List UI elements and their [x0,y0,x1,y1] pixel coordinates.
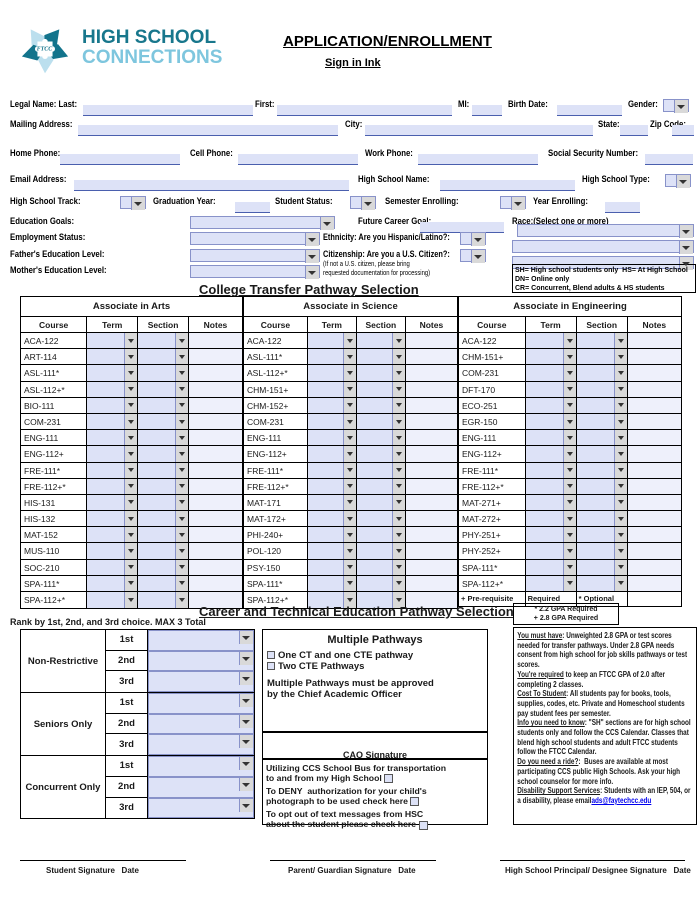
svg-text:FTCC: FTCC [37,47,54,53]
